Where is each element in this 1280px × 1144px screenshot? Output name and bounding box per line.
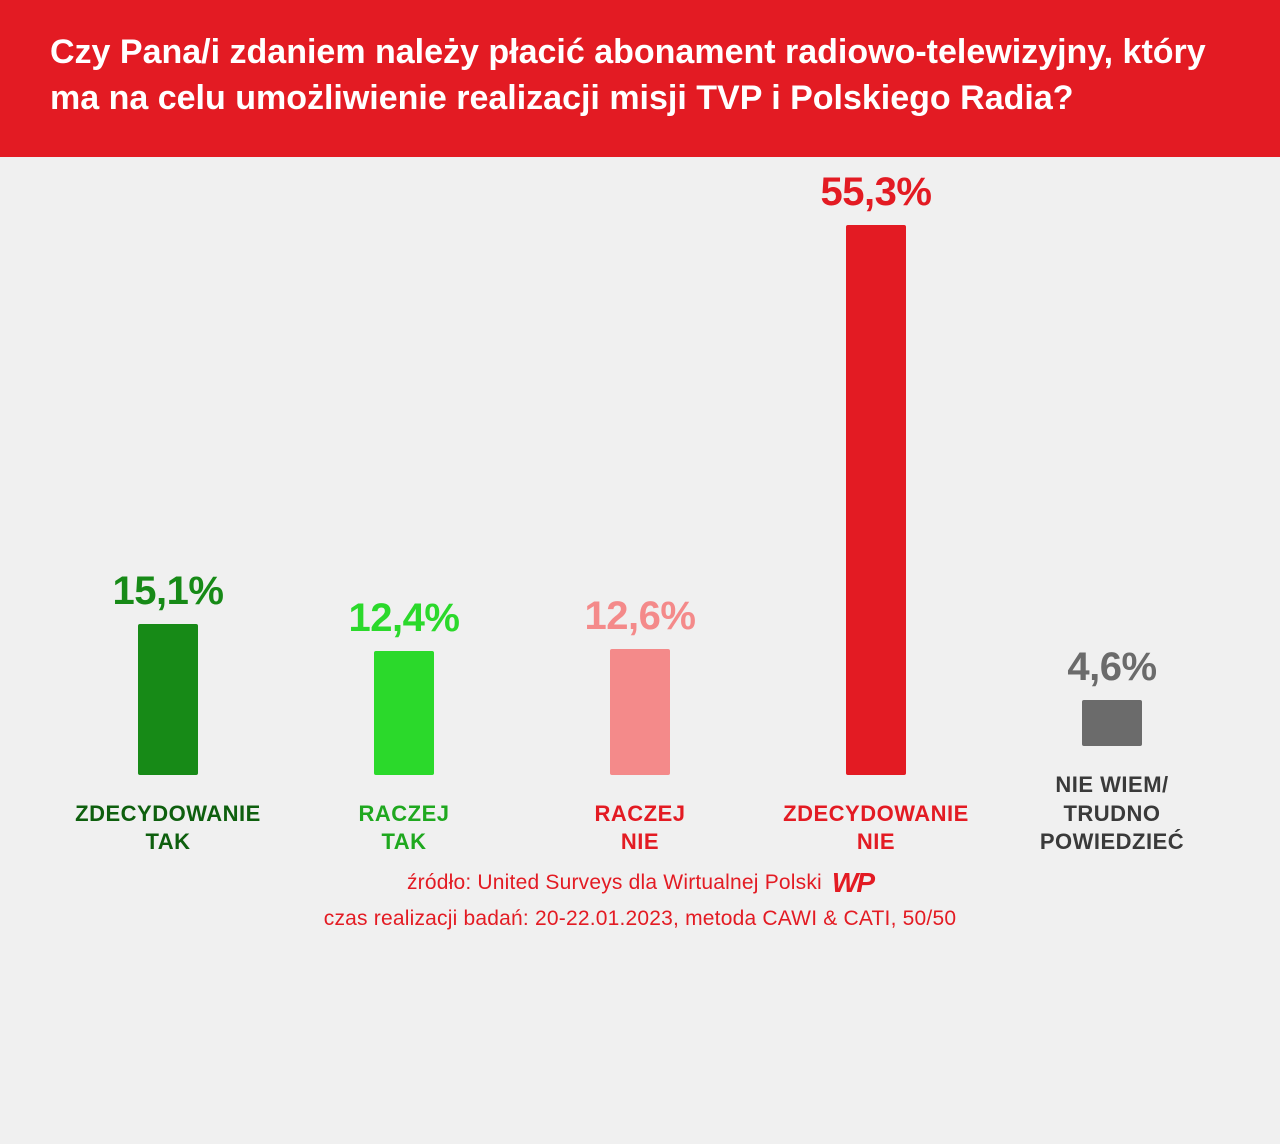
bar xyxy=(610,649,670,774)
bar-category-label: RACZEJ NIE xyxy=(594,800,685,857)
bar xyxy=(374,651,434,774)
bar-category-label: RACZEJ TAK xyxy=(358,800,449,857)
bar xyxy=(1082,700,1142,746)
bar-category-label: ZDECYDOWANIE NIE xyxy=(783,800,969,857)
chart-area: 15,1% ZDECYDOWANIE TAK 12,4% RACZEJ TAK 12,6… xyxy=(0,157,1280,987)
footer-details-text: czas realizacji badań: 20-22.01.2023, me… xyxy=(50,907,1230,931)
bars-container: 15,1% ZDECYDOWANIE TAK 12,4% RACZEJ TAK 12,6… xyxy=(50,157,1230,857)
chart-header: Czy Pana/i zdaniem należy płacić aboname… xyxy=(0,0,1280,157)
bar-value-label: 12,6% xyxy=(585,594,696,639)
bar-value-label: 12,4% xyxy=(349,596,460,641)
bar-value-label: 15,1% xyxy=(113,569,224,614)
wp-logo-icon: WP xyxy=(832,867,873,899)
footer-source-text: źródło: United Surveys dla Wirtualnej Po… xyxy=(407,871,822,895)
bar-category-label: ZDECYDOWANIE TAK xyxy=(75,800,261,857)
chart-footer: źródło: United Surveys dla Wirtualnej Po… xyxy=(50,857,1230,941)
bar-group: 15,1% ZDECYDOWANIE TAK xyxy=(50,569,286,856)
bar-group: 4,6% NIE WIEM/ TRUDNO POWIEDZIEĆ xyxy=(994,645,1230,857)
bar xyxy=(138,624,198,774)
chart-title: Czy Pana/i zdaniem należy płacić aboname… xyxy=(50,30,1230,122)
bar-group: 12,6% RACZEJ NIE xyxy=(522,594,758,857)
footer-source-line: źródło: United Surveys dla Wirtualnej Po… xyxy=(50,867,1230,899)
bar-group: 12,4% RACZEJ TAK xyxy=(286,596,522,857)
bar-value-label: 55,3% xyxy=(821,170,932,215)
bar-value-label: 4,6% xyxy=(1067,645,1156,690)
bar-category-label: NIE WIEM/ TRUDNO POWIEDZIEĆ xyxy=(1040,771,1184,857)
bar xyxy=(846,225,906,775)
bar-group: 55,3% ZDECYDOWANIE NIE xyxy=(758,170,994,857)
